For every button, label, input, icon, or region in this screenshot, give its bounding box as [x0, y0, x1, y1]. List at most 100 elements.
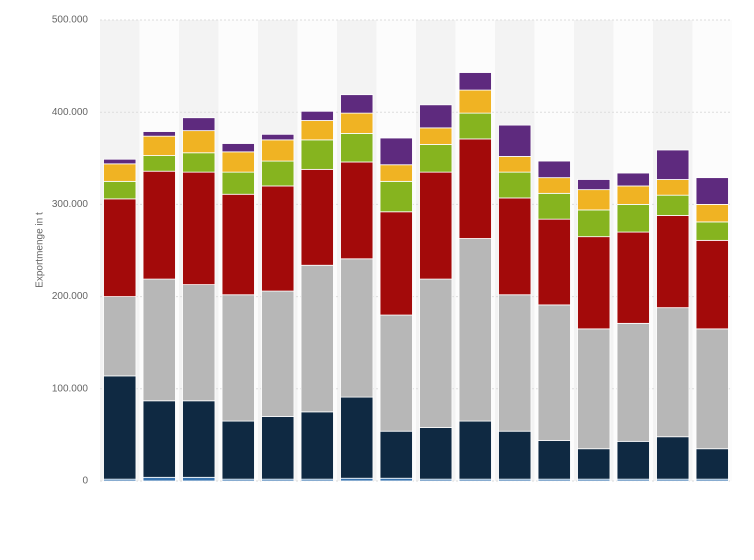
bar-segment — [300, 264, 334, 413]
bar-segment — [537, 218, 571, 306]
bar-segment — [577, 448, 611, 480]
bar-segment — [577, 209, 611, 238]
bar-segment — [182, 117, 216, 132]
bar-segment — [142, 135, 176, 156]
bar-segment — [300, 139, 334, 170]
bar-segment — [656, 307, 690, 438]
bar-segment — [142, 155, 176, 172]
bar-segment — [103, 198, 137, 297]
bar-segment — [142, 278, 176, 402]
bar-segment — [221, 294, 255, 422]
y-tick-label: 400.000 — [52, 107, 89, 118]
bar-segment — [379, 314, 413, 432]
bar-segment — [103, 158, 137, 165]
bar-segment — [695, 203, 729, 223]
bar-segment — [616, 172, 650, 187]
bar-segment — [419, 171, 453, 280]
bar-segment — [103, 375, 137, 480]
bar-segment — [142, 476, 176, 482]
bar-segment — [142, 131, 176, 137]
bar-segment — [261, 416, 295, 480]
bar-segment — [537, 177, 571, 194]
bar-segment — [261, 290, 295, 417]
bar-segment — [182, 284, 216, 402]
bar-segment — [182, 130, 216, 154]
bar-segment — [419, 144, 453, 173]
bar-segment — [695, 239, 729, 330]
bar-segment — [419, 104, 453, 129]
bar-segment — [458, 238, 492, 422]
bar-segment — [656, 149, 690, 180]
bar-segment — [616, 322, 650, 442]
bar-segment — [419, 427, 453, 480]
bar-segment — [537, 192, 571, 220]
bar-segment — [103, 296, 137, 377]
bar-segment — [616, 440, 650, 480]
y-tick-label: 300.000 — [52, 199, 89, 210]
bar-segment — [379, 477, 413, 482]
bar-segment — [340, 94, 374, 114]
bar-segment — [695, 448, 729, 480]
bar-segment — [340, 133, 374, 163]
bar-segment — [340, 477, 374, 482]
bar-segment — [182, 171, 216, 286]
bar-segment — [261, 160, 295, 187]
bar-segment — [577, 328, 611, 450]
bar-segment — [577, 236, 611, 330]
bar-segment — [577, 189, 611, 211]
bar-segment — [261, 185, 295, 292]
y-axis-label: Exportmenge in t — [35, 212, 46, 288]
bar-segment — [261, 133, 295, 141]
bar-segment — [221, 171, 255, 195]
bar-segment — [379, 211, 413, 316]
bar-segment — [182, 400, 216, 478]
bar-segment — [458, 72, 492, 91]
bar-segment — [498, 124, 532, 157]
bar-segment — [142, 170, 176, 280]
bar-segment — [300, 110, 334, 121]
bar-segment — [379, 430, 413, 479]
bar-segment — [656, 179, 690, 196]
bar-segment — [577, 179, 611, 191]
y-tick-label: 200.000 — [52, 291, 89, 302]
bar-segment — [656, 194, 690, 216]
bar-segment — [142, 400, 176, 478]
bar-segment — [419, 278, 453, 428]
bar-segment — [656, 436, 690, 480]
bar-segment — [221, 193, 255, 296]
bar-segment — [498, 430, 532, 480]
bar-segment — [537, 304, 571, 441]
bar-segment — [379, 164, 413, 182]
bar-segment — [656, 215, 690, 309]
bar-segment — [103, 163, 137, 182]
bar-segment — [340, 396, 374, 479]
bar-segment — [616, 203, 650, 233]
bar-segment — [340, 112, 374, 134]
y-tick-label: 0 — [82, 476, 88, 487]
bar-segment — [695, 221, 729, 241]
bar-segment — [221, 420, 255, 480]
bar-segment — [340, 161, 374, 260]
bar-segment — [537, 160, 571, 179]
bar-segment — [458, 420, 492, 480]
bar-segment — [182, 476, 216, 482]
bar-segment — [379, 137, 413, 166]
bar-segment — [616, 185, 650, 205]
bar-segment — [695, 328, 729, 450]
bar-segment — [300, 120, 334, 141]
bar-segment — [498, 294, 532, 432]
bar-segment — [458, 138, 492, 239]
bar-segment — [261, 139, 295, 162]
bar-segment — [379, 180, 413, 213]
bar-segment — [340, 258, 374, 398]
bar-segment — [498, 171, 532, 199]
bar-segment — [458, 89, 492, 114]
bar-segment — [616, 231, 650, 324]
bar-segment — [695, 177, 729, 205]
bar-segment — [300, 168, 334, 266]
bar-segment — [103, 180, 137, 200]
bar-segment — [498, 156, 532, 173]
bar-segment — [419, 127, 453, 145]
bar-segment — [300, 411, 334, 480]
